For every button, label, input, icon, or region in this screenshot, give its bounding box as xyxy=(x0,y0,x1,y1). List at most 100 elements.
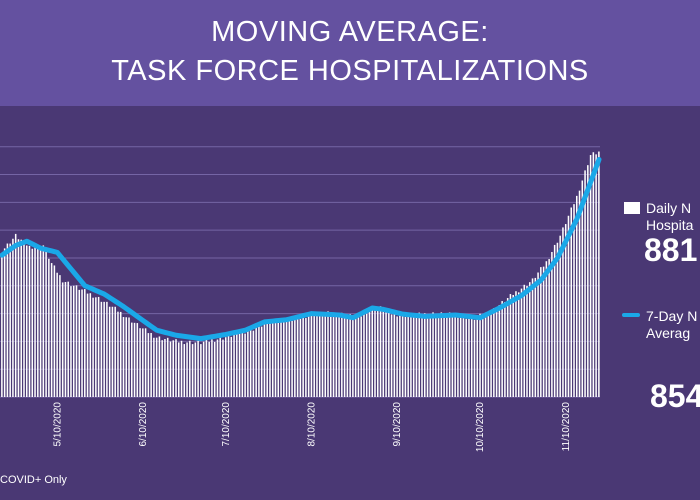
daily-bar xyxy=(37,244,39,397)
daily-bar xyxy=(501,301,503,397)
daily-bar xyxy=(302,316,304,397)
daily-bar xyxy=(365,313,368,397)
daily-bar xyxy=(224,337,227,397)
daily-bar xyxy=(440,312,443,397)
daily-bar xyxy=(61,282,64,397)
daily-bar xyxy=(465,318,467,397)
daily-bar xyxy=(573,204,575,397)
daily-bar xyxy=(89,293,92,397)
daily-bar xyxy=(487,314,490,397)
daily-bar xyxy=(283,321,285,397)
daily-bar xyxy=(172,340,174,397)
daily-bar xyxy=(404,316,407,397)
daily-bar xyxy=(307,315,310,397)
moving-average-line xyxy=(0,156,602,342)
daily-bar xyxy=(429,314,432,397)
daily-bar xyxy=(238,333,241,397)
daily-bar xyxy=(139,328,141,397)
daily-bar xyxy=(67,281,69,397)
daily-bar xyxy=(564,224,567,397)
daily-bar xyxy=(258,324,260,397)
daily-bar xyxy=(327,311,329,397)
daily-bar xyxy=(584,170,586,397)
daily-bar xyxy=(498,305,501,397)
daily-bar xyxy=(443,315,445,397)
daily-bar xyxy=(451,315,454,397)
legend-line-label-line2: Averag xyxy=(646,325,691,341)
daily-bar xyxy=(324,313,327,397)
x-axis-ticks: 5/10/2020 6/10/2020 7/10/2020 8/10/2020 9/10… xyxy=(52,402,571,452)
daily-bar xyxy=(106,301,108,397)
daily-bar xyxy=(526,285,528,397)
daily-bar xyxy=(180,340,183,397)
daily-bars xyxy=(1,151,600,397)
daily-bar xyxy=(247,330,249,397)
daily-bar xyxy=(335,315,338,397)
daily-bar xyxy=(81,289,83,397)
daily-bar xyxy=(418,312,420,397)
daily-bar xyxy=(299,318,302,397)
daily-bar xyxy=(227,334,230,397)
daily-bar xyxy=(396,316,398,397)
legend-bars-label-line1: Daily N xyxy=(646,200,692,216)
daily-bar xyxy=(31,248,34,397)
daily-bar xyxy=(78,289,81,397)
daily-bar xyxy=(249,328,252,397)
daily-bar xyxy=(363,312,365,397)
daily-bar xyxy=(346,315,349,397)
daily-bar xyxy=(551,251,553,397)
daily-bar xyxy=(410,314,412,397)
daily-bar xyxy=(208,341,210,397)
daily-bar xyxy=(316,313,318,397)
daily-bar xyxy=(349,314,351,397)
daily-bar xyxy=(117,311,119,397)
daily-bar xyxy=(357,315,360,397)
daily-bar xyxy=(25,245,28,397)
daily-bar xyxy=(399,314,401,397)
daily-bar xyxy=(493,308,495,397)
daily-bar xyxy=(230,336,233,397)
daily-bar xyxy=(263,323,266,397)
daily-bar xyxy=(553,244,556,397)
daily-bar xyxy=(125,317,128,397)
daily-bar xyxy=(294,318,296,397)
daily-bar xyxy=(377,306,379,397)
daily-bar xyxy=(50,263,53,397)
daily-bar xyxy=(252,330,255,397)
daily-bar xyxy=(136,323,139,397)
daily-bar xyxy=(545,261,548,397)
daily-bar xyxy=(183,344,186,397)
daily-bar xyxy=(484,312,487,397)
daily-bar xyxy=(412,316,415,397)
daily-bar xyxy=(562,227,564,397)
daily-bar xyxy=(504,301,506,397)
legend-line-swatch xyxy=(622,313,640,317)
daily-bar xyxy=(415,314,418,397)
x-tick-label: 7/10/2020 xyxy=(221,402,232,447)
daily-bar xyxy=(75,285,78,397)
daily-bar xyxy=(515,291,517,397)
daily-bar xyxy=(470,316,473,397)
legend-bar-swatch xyxy=(624,202,640,214)
daily-bar xyxy=(28,245,31,397)
daily-bar xyxy=(200,344,202,397)
daily-bar xyxy=(164,338,166,397)
daily-bar xyxy=(523,284,526,397)
daily-bar xyxy=(338,314,340,397)
legend-line-value: 854 xyxy=(650,378,700,414)
daily-bar xyxy=(393,312,396,397)
daily-bar xyxy=(213,341,216,397)
daily-bar xyxy=(39,247,42,397)
daily-bar xyxy=(407,315,409,397)
daily-bar xyxy=(17,239,20,397)
daily-bar xyxy=(517,292,520,397)
daily-bar xyxy=(1,253,3,397)
daily-bar xyxy=(70,286,72,397)
daily-bar xyxy=(103,301,105,397)
daily-bar xyxy=(202,341,205,397)
daily-bar xyxy=(352,317,354,397)
daily-bar xyxy=(512,294,514,397)
daily-bar xyxy=(531,278,534,397)
daily-bar xyxy=(92,297,94,397)
